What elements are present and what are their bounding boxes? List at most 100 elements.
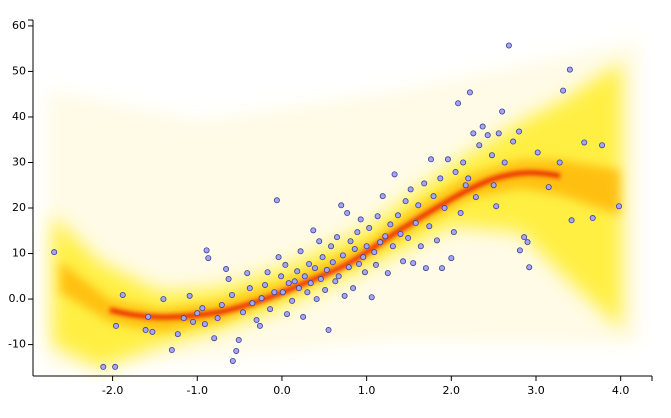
y-tick-label: 50 xyxy=(12,64,26,77)
point xyxy=(335,273,342,280)
y-tick-label: 60 xyxy=(12,19,26,32)
point xyxy=(377,239,384,246)
point xyxy=(387,221,394,228)
point xyxy=(465,175,472,182)
point xyxy=(495,130,502,137)
point xyxy=(285,280,292,287)
point xyxy=(476,142,483,149)
point xyxy=(472,194,479,201)
point xyxy=(470,130,477,137)
point xyxy=(225,276,232,283)
point xyxy=(264,269,271,276)
point xyxy=(168,347,175,354)
point xyxy=(307,280,314,287)
x-tick-label: 0.0 xyxy=(273,384,291,397)
x-tick-label: 4.0 xyxy=(612,384,630,397)
point xyxy=(297,248,304,255)
point xyxy=(149,328,156,335)
point xyxy=(201,321,208,328)
point xyxy=(526,264,533,271)
point xyxy=(444,156,451,163)
point xyxy=(205,255,212,262)
point xyxy=(589,215,596,222)
point xyxy=(329,259,336,266)
point xyxy=(366,225,373,232)
point xyxy=(350,285,357,292)
x-tick-label: 3.0 xyxy=(527,384,545,397)
point xyxy=(279,289,286,296)
point xyxy=(402,198,409,205)
point xyxy=(313,296,320,303)
point xyxy=(400,258,407,265)
y-tick-label: -10 xyxy=(8,338,26,351)
point xyxy=(282,261,289,268)
point xyxy=(271,289,278,296)
point xyxy=(488,152,495,159)
x-tick-label: -1.0 xyxy=(187,384,208,397)
point xyxy=(516,128,523,135)
point xyxy=(405,235,412,242)
point xyxy=(490,182,497,189)
point xyxy=(545,184,552,191)
point xyxy=(581,139,588,146)
y-tick-label: 20 xyxy=(12,201,26,214)
point xyxy=(325,327,332,334)
point xyxy=(246,285,253,292)
point xyxy=(339,252,346,259)
point xyxy=(361,269,368,276)
point xyxy=(357,216,364,223)
point xyxy=(460,159,467,166)
point xyxy=(524,239,531,246)
point xyxy=(345,264,352,271)
point xyxy=(363,243,370,250)
point xyxy=(174,331,181,338)
point xyxy=(410,260,417,267)
point xyxy=(218,301,225,308)
point xyxy=(452,169,459,176)
axes xyxy=(28,19,653,381)
point xyxy=(306,261,313,268)
point xyxy=(484,132,491,139)
point xyxy=(455,100,462,107)
point xyxy=(328,243,335,250)
point xyxy=(534,149,541,156)
point xyxy=(354,229,361,236)
point xyxy=(351,245,358,252)
point xyxy=(438,265,445,272)
point xyxy=(384,270,391,277)
point xyxy=(284,311,291,318)
point xyxy=(391,171,398,178)
point xyxy=(341,292,348,299)
x-tick-label: 2.0 xyxy=(443,384,461,397)
x-tick-label: -2.0 xyxy=(102,384,123,397)
point xyxy=(344,210,351,217)
point xyxy=(289,297,296,304)
y-tick-label: 30 xyxy=(12,155,26,168)
point xyxy=(397,230,404,237)
point xyxy=(347,238,354,245)
point xyxy=(450,229,457,236)
point xyxy=(501,159,508,166)
point xyxy=(160,296,167,303)
point xyxy=(317,276,324,283)
point xyxy=(510,138,517,145)
point xyxy=(51,249,58,256)
point xyxy=(100,363,107,370)
y-tick-label: 10 xyxy=(12,247,26,260)
point xyxy=(249,300,256,307)
point xyxy=(262,281,269,288)
point xyxy=(273,197,280,204)
point xyxy=(421,180,428,187)
point xyxy=(333,234,340,241)
point xyxy=(457,210,464,217)
point xyxy=(229,357,236,364)
point xyxy=(300,313,307,320)
point xyxy=(295,285,302,292)
point xyxy=(407,186,414,193)
point xyxy=(190,318,197,325)
point xyxy=(426,223,433,230)
point xyxy=(493,203,500,210)
point xyxy=(322,286,329,293)
